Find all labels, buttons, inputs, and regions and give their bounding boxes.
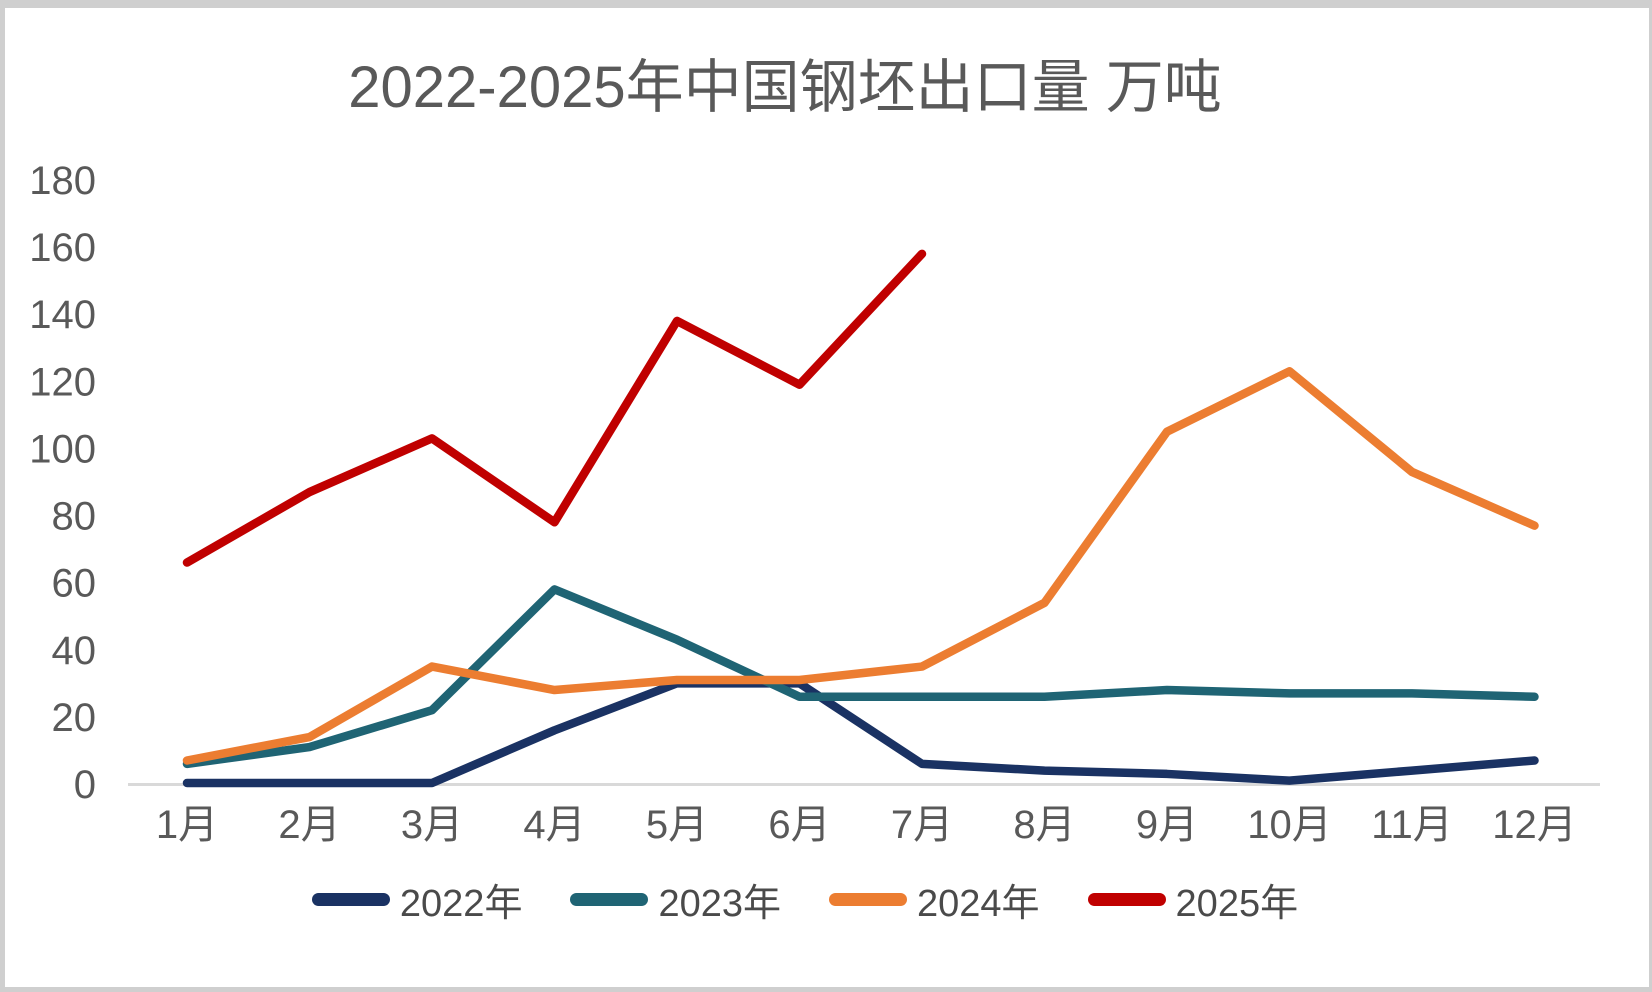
legend-item-2023年: 2023年 (570, 872, 781, 927)
series-line-2022年 (182, 679, 1539, 788)
x-axis-tick-label: 7月 (891, 803, 953, 847)
x-axis-tick-label: 4月 (523, 803, 585, 847)
y-axis-tick-label: 100 (29, 427, 96, 471)
legend-swatch-2023年 (570, 893, 649, 906)
legend-label: 2025年 (1175, 883, 1299, 925)
legend-label: 2023年 (658, 883, 781, 925)
y-axis-tick-label: 120 (29, 360, 96, 404)
y-axis-tick-label: 20 (52, 696, 97, 740)
legend-swatch-2022年 (311, 893, 390, 906)
legend-label: 2024年 (917, 883, 1040, 925)
series-line-2023年 (182, 585, 1539, 769)
y-axis-tick-label: 160 (29, 226, 96, 270)
series-line-2025年 (182, 249, 927, 567)
x-axis-tick-label: 8月 (1013, 803, 1075, 847)
y-axis-tick-label: 40 (52, 629, 97, 673)
legend-item-2024年: 2024年 (829, 872, 1040, 927)
legend-item-2022年: 2022年 (311, 872, 523, 927)
x-axis-tick-label: 11月 (1371, 803, 1453, 847)
x-axis-tick-label: 6月 (768, 803, 830, 847)
x-axis-tick-label: 2月 (278, 803, 340, 847)
x-axis-tick-label: 5月 (646, 803, 708, 847)
x-axis-tick-label: 10月 (1247, 803, 1332, 847)
chart-title: 2022-2025年中国钢坯出口量 万吨 (348, 55, 1222, 120)
legend-item-2025年: 2025年 (1087, 872, 1299, 927)
y-axis-tick-label: 0 (74, 763, 96, 807)
y-axis-tick-label: 140 (29, 293, 96, 337)
y-axis-tick-label: 180 (29, 159, 96, 203)
chart-canvas (5, 8, 1649, 987)
y-axis-tick-label: 80 (52, 495, 97, 539)
legend-label: 2022年 (399, 883, 523, 925)
legend-swatch-2025年 (1087, 893, 1166, 906)
x-axis-tick-label: 1月 (156, 803, 218, 847)
x-axis-tick-label: 3月 (401, 803, 463, 847)
chart-legend: 2022年 2023年 2024年 2025年 (0, 872, 1610, 927)
series-line-2024年 (182, 367, 1539, 765)
legend-swatch-2024年 (829, 893, 907, 906)
x-axis-tick-label: 12月 (1492, 803, 1577, 847)
x-axis-tick-label: 9月 (1136, 803, 1198, 847)
y-axis-tick-label: 60 (52, 562, 97, 606)
